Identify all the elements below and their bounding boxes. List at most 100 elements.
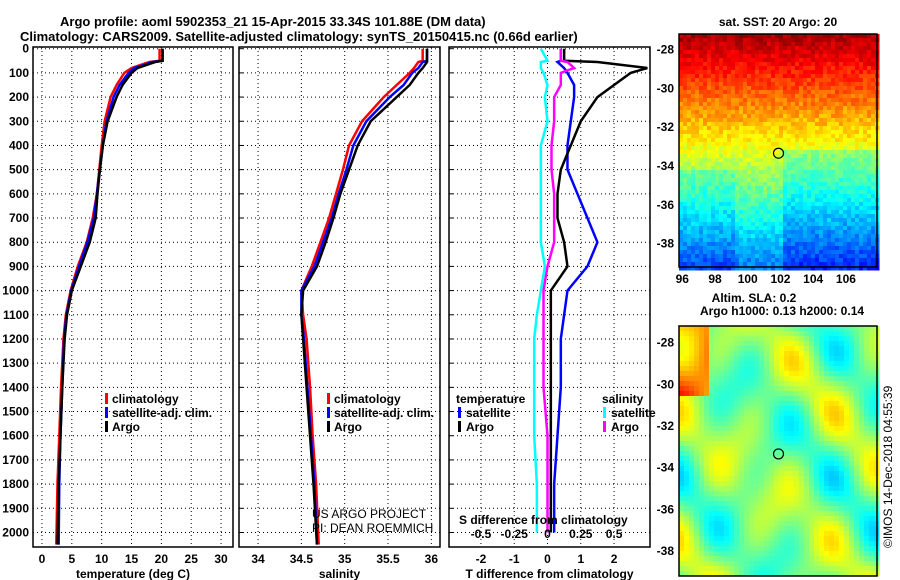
map-cell <box>679 86 684 91</box>
map-cell <box>749 556 755 562</box>
map-cell <box>804 476 810 482</box>
map-cell <box>827 114 832 119</box>
map-cell <box>767 82 772 87</box>
map-cell <box>867 194 872 199</box>
map-cell <box>849 491 855 497</box>
map-cell <box>844 511 850 517</box>
map-cell <box>847 230 852 235</box>
map-cell <box>743 226 748 231</box>
map-cell <box>709 386 715 392</box>
map-cell <box>767 206 772 211</box>
map-cell <box>814 326 820 332</box>
map-cell <box>739 74 744 79</box>
map-cell <box>734 356 740 362</box>
map-cell <box>689 466 695 472</box>
map-cell <box>787 174 792 179</box>
map-cell <box>809 326 815 332</box>
map-cell <box>779 46 784 51</box>
map-cell <box>851 110 856 115</box>
series-line-t-satellite <box>552 48 599 533</box>
map-cell <box>774 426 780 432</box>
map-cell <box>749 411 755 417</box>
map-cell <box>687 54 692 59</box>
map-cell <box>854 491 860 497</box>
map-cell <box>679 254 684 259</box>
map-cell <box>731 166 736 171</box>
map-cell <box>711 90 716 95</box>
map-cell <box>835 182 840 187</box>
map-cell <box>689 556 695 562</box>
map-cell <box>767 90 772 95</box>
map-cell <box>714 416 720 422</box>
map-cell <box>759 416 765 422</box>
map-cell <box>679 546 685 552</box>
map-cell <box>787 126 792 131</box>
map-cell <box>809 461 815 467</box>
map-cell <box>704 336 710 342</box>
map-cell <box>723 250 728 255</box>
map-cell <box>854 346 860 352</box>
map-cell <box>799 446 805 452</box>
map-cell <box>863 42 868 47</box>
map-cell <box>731 126 736 131</box>
map-cell <box>739 94 744 99</box>
map-cell <box>824 376 830 382</box>
map-cell <box>719 206 724 211</box>
map-cell <box>795 254 800 259</box>
map-cell <box>731 206 736 211</box>
map-cell <box>829 516 835 522</box>
map-cell <box>744 341 750 347</box>
map-cell <box>743 34 748 39</box>
map-cell <box>823 206 828 211</box>
map-cell <box>823 214 828 219</box>
map-cell <box>807 266 812 271</box>
map-cell <box>834 326 840 332</box>
map-cell <box>683 202 688 207</box>
map-cell <box>754 421 760 427</box>
map-cell <box>807 74 812 79</box>
map-cell <box>791 158 796 163</box>
map-cell <box>727 114 732 119</box>
map-cell <box>709 351 715 357</box>
map-cell <box>809 511 815 517</box>
map-cell <box>714 566 720 572</box>
map-cell <box>771 238 776 243</box>
map-cell <box>739 230 744 235</box>
map-cell <box>679 66 684 71</box>
map-cell <box>754 381 760 387</box>
map-cell <box>715 102 720 107</box>
map-cell <box>851 50 856 55</box>
map-cell <box>779 150 784 155</box>
map-cell <box>735 38 740 43</box>
map-cell <box>707 66 712 71</box>
map-cell <box>723 186 728 191</box>
map-cell <box>754 481 760 487</box>
map-cell <box>823 42 828 47</box>
map-cell <box>844 386 850 392</box>
map-cell <box>769 451 775 457</box>
map-cell <box>854 386 860 392</box>
map-cell <box>679 158 684 163</box>
map-cell <box>749 341 755 347</box>
map-cell <box>824 471 830 477</box>
map-cell <box>699 166 704 171</box>
map-cell <box>727 186 732 191</box>
map-cell <box>849 391 855 397</box>
map-cell <box>767 258 772 263</box>
map-cell <box>763 70 768 75</box>
map-cell <box>763 86 768 91</box>
map-cell <box>795 146 800 151</box>
map-cell <box>769 371 775 377</box>
map-cell <box>709 336 715 342</box>
map-cell <box>855 166 860 171</box>
map-cell <box>763 254 768 259</box>
map-cell <box>809 346 815 352</box>
map-cell <box>859 230 864 235</box>
map-cell <box>779 262 784 267</box>
map-cell <box>683 34 688 39</box>
map-cell <box>863 54 868 59</box>
map-cell <box>764 331 770 337</box>
map-cell <box>704 346 710 352</box>
map-cell <box>715 38 720 43</box>
map-cell <box>707 262 712 267</box>
